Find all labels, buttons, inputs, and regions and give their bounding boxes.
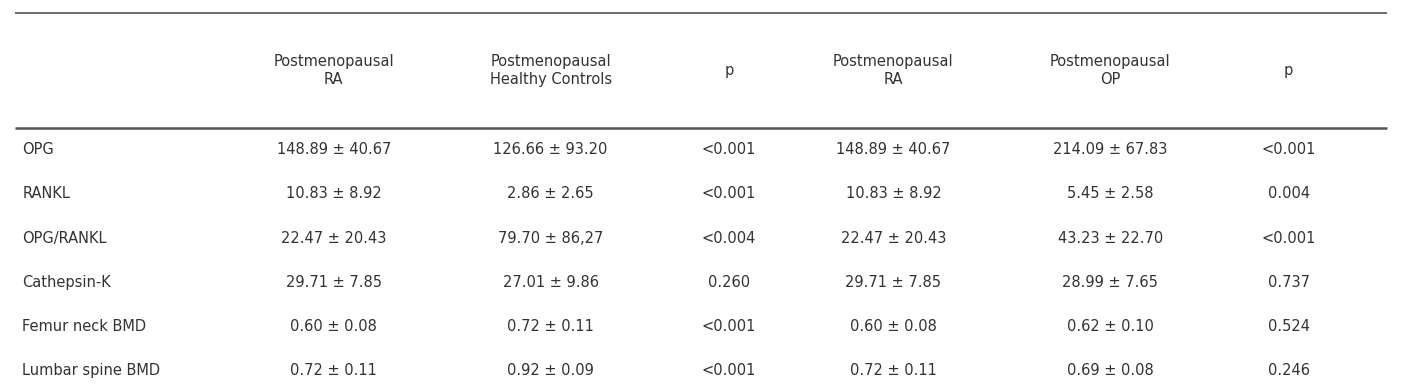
Text: <0.001: <0.001 [702,186,756,201]
Text: <0.001: <0.001 [702,363,756,378]
Text: 0.62 ± 0.10: 0.62 ± 0.10 [1067,319,1154,334]
Text: 0.72 ± 0.11: 0.72 ± 0.11 [850,363,937,378]
Text: 0.60 ± 0.08: 0.60 ± 0.08 [290,319,377,334]
Text: OPG/RANKL: OPG/RANKL [22,230,107,245]
Text: 43.23 ± 22.70: 43.23 ± 22.70 [1057,230,1162,245]
Text: 2.86 ± 2.65: 2.86 ± 2.65 [508,186,594,201]
Text: 29.71 ± 7.85: 29.71 ± 7.85 [845,274,941,290]
Text: Postmenopausal
Healthy Controls: Postmenopausal Healthy Controls [489,54,611,86]
Text: 0.260: 0.260 [708,274,750,290]
Text: RANKL: RANKL [22,186,70,201]
Text: 28.99 ± 7.65: 28.99 ± 7.65 [1063,274,1158,290]
Text: 148.89 ± 40.67: 148.89 ± 40.67 [276,142,391,157]
Text: 10.83 ± 8.92: 10.83 ± 8.92 [286,186,381,201]
Text: Postmenopausal
OP: Postmenopausal OP [1050,54,1171,86]
Text: Postmenopausal
RA: Postmenopausal RA [833,54,953,86]
Text: OPG: OPG [22,142,55,157]
Text: 0.92 ± 0.09: 0.92 ± 0.09 [508,363,594,378]
Text: p: p [725,63,733,78]
Text: 0.737: 0.737 [1267,274,1309,290]
Text: 214.09 ± 67.83: 214.09 ± 67.83 [1053,142,1168,157]
Text: p: p [1284,63,1293,78]
Text: 126.66 ± 93.20: 126.66 ± 93.20 [494,142,608,157]
Text: 22.47 ± 20.43: 22.47 ± 20.43 [280,230,387,245]
Text: 22.47 ± 20.43: 22.47 ± 20.43 [841,230,946,245]
Text: 0.72 ± 0.11: 0.72 ± 0.11 [508,319,594,334]
Text: 0.72 ± 0.11: 0.72 ± 0.11 [290,363,377,378]
Text: 29.71 ± 7.85: 29.71 ± 7.85 [286,274,381,290]
Text: Lumbar spine BMD: Lumbar spine BMD [22,363,160,378]
Text: 0.60 ± 0.08: 0.60 ± 0.08 [850,319,937,334]
Text: <0.004: <0.004 [702,230,756,245]
Text: <0.001: <0.001 [702,319,756,334]
Text: Femur neck BMD: Femur neck BMD [22,319,146,334]
Text: 0.524: 0.524 [1267,319,1309,334]
Text: <0.001: <0.001 [702,142,756,157]
Text: Cathepsin-K: Cathepsin-K [22,274,111,290]
Text: Postmenopausal
RA: Postmenopausal RA [273,54,394,86]
Text: 0.69 ± 0.08: 0.69 ± 0.08 [1067,363,1154,378]
Text: 10.83 ± 8.92: 10.83 ± 8.92 [845,186,941,201]
Text: <0.001: <0.001 [1262,142,1316,157]
Text: 0.004: 0.004 [1267,186,1309,201]
Text: 27.01 ± 9.86: 27.01 ± 9.86 [502,274,599,290]
Text: 79.70 ± 86,27: 79.70 ± 86,27 [498,230,603,245]
Text: 148.89 ± 40.67: 148.89 ± 40.67 [836,142,951,157]
Text: <0.001: <0.001 [1262,230,1316,245]
Text: 0.246: 0.246 [1267,363,1309,378]
Text: 5.45 ± 2.58: 5.45 ± 2.58 [1067,186,1154,201]
